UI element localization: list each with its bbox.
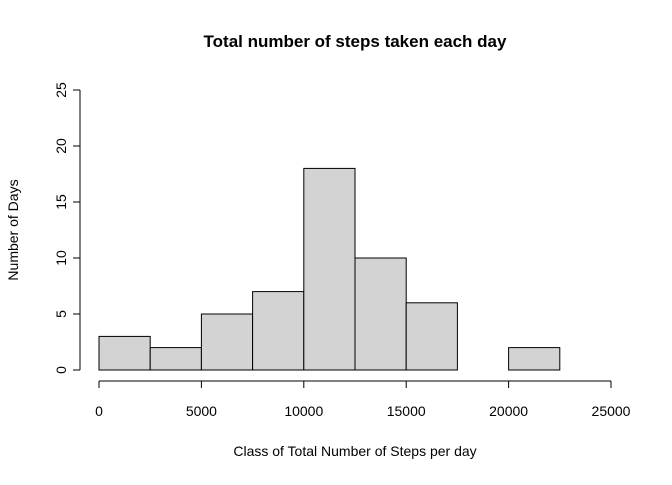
histogram-bar-3 [252,291,305,371]
y-tick-label-3: 15 [53,194,69,210]
x-axis-label: Class of Total Number of Steps per day [233,443,476,459]
y-tick-label-0: 0 [53,366,69,374]
x-axis: 0 5000 10000 15000 20000 25000 [95,380,631,419]
y-tick-label-2: 10 [53,250,69,266]
y-axis-label: Number of Days [5,179,21,280]
histogram-bar-6 [405,302,458,371]
y-tick-label-4: 20 [53,138,69,154]
histogram-bar-8 [508,347,561,371]
x-tick-label-5: 25000 [592,403,631,419]
histogram-bar-4 [303,167,356,371]
bars-group [98,167,561,371]
x-tick-label-3: 15000 [387,403,426,419]
x-tick-label-1: 5000 [186,403,217,419]
x-tick-label-4: 20000 [489,403,528,419]
histogram-bar-2 [200,313,254,371]
chart-title: Total number of steps taken each day [204,32,507,51]
y-tick-label-1: 5 [53,310,69,318]
histogram-bar-1 [149,347,202,371]
y-tick-label-5: 25 [53,82,69,98]
histogram-bar-5 [354,257,407,371]
x-tick-label-0: 0 [95,403,103,419]
x-tick-label-2: 10000 [284,403,323,419]
y-axis: 0 5 10 15 20 25 [53,82,81,374]
histogram-bar-0 [98,335,151,371]
